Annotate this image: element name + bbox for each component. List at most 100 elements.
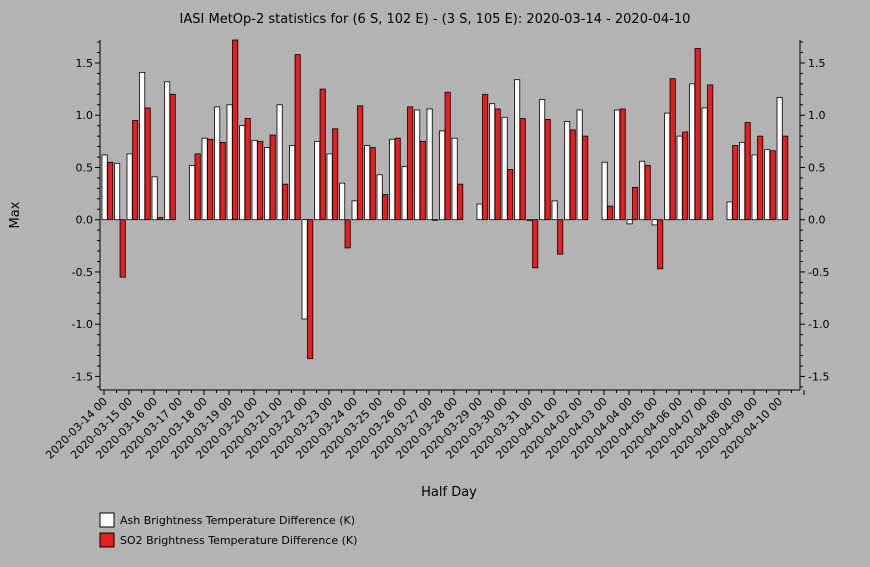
bar-s1-47 [694,47,701,221]
bar-s0-54 [776,97,783,221]
bar-s1-27 [444,91,451,221]
chart-title: IASI MetOp-2 statistics for (6 S, 102 E)… [180,12,691,27]
bar-s0-1 [114,162,121,221]
bar-s0-50 [726,201,733,221]
bar-s1-40 [607,205,614,221]
y-axis-label: Max [8,201,23,228]
bar-s0-4 [151,176,158,221]
y-tick-label-left: 1.0 [76,109,94,122]
bar-s1-10 [232,39,239,221]
bar-s0-11 [239,125,246,221]
bar-s1-7 [194,153,201,221]
y-tick-label-left: -0.5 [72,266,93,279]
bar-s1-32 [507,169,514,221]
bar-s1-26 [432,219,439,221]
bar-s0-38 [576,109,583,221]
bar-s0-0 [101,154,108,221]
bar-s1-8 [207,138,214,221]
bar-s0-23 [389,138,396,221]
bar-s0-42 [626,219,633,225]
bar-s1-31 [494,108,501,221]
bar-s0-36 [551,200,558,221]
bar-s1-43 [644,164,651,221]
bar-s1-14 [282,183,289,221]
bar-s1-23 [394,137,401,221]
bar-s0-25 [414,109,421,221]
bar-s0-5 [164,81,171,221]
y-tick-label-right: 0.0 [808,214,826,227]
bar-s1-50 [732,145,739,221]
bar-s0-17 [314,140,321,221]
bar-s0-43 [639,160,646,221]
bar-s1-25 [419,140,426,221]
bar-s0-28 [451,137,458,221]
bar-s0-2 [126,153,133,221]
bar-s1-19 [344,219,351,249]
bar-s1-33 [519,117,526,221]
bar-s1-12 [257,140,264,221]
bar-s0-16 [301,219,308,320]
bar-s0-46 [676,135,683,221]
bar-s0-52 [751,154,758,221]
bar-s1-46 [682,131,689,221]
legend: Ash Brightness Temperature Difference (K… [99,512,357,548]
bar-s0-26 [426,108,433,221]
y-tick-label-left: 0.0 [76,214,94,227]
y-tick-label-left: 1.5 [76,57,94,70]
bar-s0-21 [364,145,371,221]
bar-s0-41 [614,109,621,221]
bar-s1-48 [707,84,714,221]
bar-s1-37 [569,129,576,221]
bar-s1-42 [632,186,639,221]
bar-s1-15 [294,54,301,221]
bar-s1-41 [619,108,626,221]
y-tick-label-left: 0.5 [76,161,94,174]
bar-s0-3 [139,71,146,221]
y-tick-label-right: -0.5 [808,266,829,279]
y-tick-label-left: -1.0 [72,318,93,331]
bar-s0-9 [214,106,221,221]
bar-s1-5 [169,93,176,221]
bar-s0-22 [376,174,383,221]
bar-s1-28 [457,183,464,221]
bar-s0-10 [226,104,233,221]
bar-s0-31 [489,103,496,221]
bar-s1-13 [269,134,276,221]
y-tick-label-right: -1.0 [808,318,829,331]
bar-s1-11 [244,117,251,221]
bar-s0-14 [276,104,283,221]
bar-s1-35 [544,119,551,221]
bar-s1-52 [757,135,764,221]
bar-s1-9 [219,141,226,221]
bar-s1-51 [744,122,751,221]
bar-s0-18 [326,153,333,221]
bars [101,39,789,360]
bar-s0-33 [514,79,521,221]
bar-s0-34 [526,219,533,222]
bar-s1-30 [482,93,489,221]
bar-s1-44 [657,219,664,270]
bar-s1-4 [157,217,164,221]
bar-s0-40 [601,161,608,221]
bar-s0-24 [401,166,408,221]
legend-swatch-so2 [99,532,115,548]
y-tick-label-right: -1.5 [808,370,829,383]
bar-s0-15 [289,145,296,221]
bar-s1-0 [107,161,114,221]
bar-s0-37 [564,121,571,221]
bar-s1-54 [782,135,789,221]
legend-swatch-ash [99,512,115,528]
bar-s0-32 [501,116,508,221]
bar-s0-48 [701,107,708,221]
bar-s1-18 [332,128,339,221]
bar-s0-12 [251,139,258,221]
bar-s1-45 [669,78,676,221]
y-tick-label-right: 1.5 [808,57,826,70]
bar-s1-17 [319,88,326,221]
y-tick-label-left: -1.5 [72,370,93,383]
bar-s0-8 [201,137,208,221]
bar-s1-16 [307,219,314,360]
bar-s0-51 [739,141,746,221]
bar-s1-24 [407,106,414,221]
